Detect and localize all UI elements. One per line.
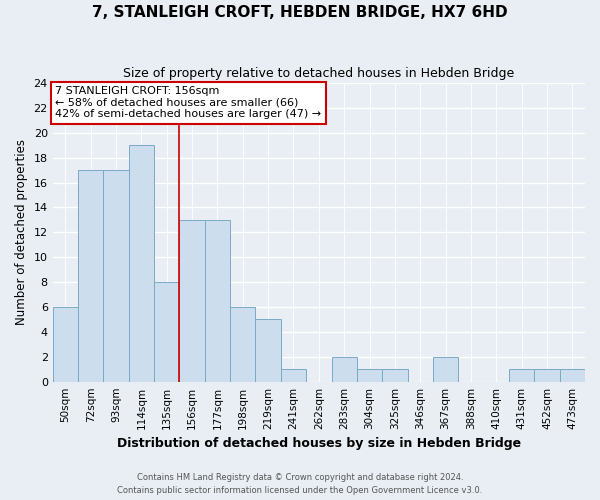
Title: Size of property relative to detached houses in Hebden Bridge: Size of property relative to detached ho… xyxy=(123,68,514,80)
Bar xyxy=(332,357,357,382)
Bar xyxy=(560,369,585,382)
Bar xyxy=(433,357,458,382)
Bar xyxy=(103,170,129,382)
Bar xyxy=(256,320,281,382)
Bar xyxy=(78,170,103,382)
Bar xyxy=(535,369,560,382)
Bar xyxy=(154,282,179,382)
Bar xyxy=(281,369,306,382)
Bar xyxy=(205,220,230,382)
Bar xyxy=(179,220,205,382)
Text: 7, STANLEIGH CROFT, HEBDEN BRIDGE, HX7 6HD: 7, STANLEIGH CROFT, HEBDEN BRIDGE, HX7 6… xyxy=(92,5,508,20)
X-axis label: Distribution of detached houses by size in Hebden Bridge: Distribution of detached houses by size … xyxy=(117,437,521,450)
Bar xyxy=(382,369,407,382)
Bar xyxy=(53,307,78,382)
Bar xyxy=(357,369,382,382)
Bar xyxy=(230,307,256,382)
Y-axis label: Number of detached properties: Number of detached properties xyxy=(15,140,28,326)
Text: 7 STANLEIGH CROFT: 156sqm
← 58% of detached houses are smaller (66)
42% of semi-: 7 STANLEIGH CROFT: 156sqm ← 58% of detac… xyxy=(55,86,322,119)
Bar xyxy=(129,146,154,382)
Text: Contains HM Land Registry data © Crown copyright and database right 2024.
Contai: Contains HM Land Registry data © Crown c… xyxy=(118,474,482,495)
Bar xyxy=(509,369,535,382)
